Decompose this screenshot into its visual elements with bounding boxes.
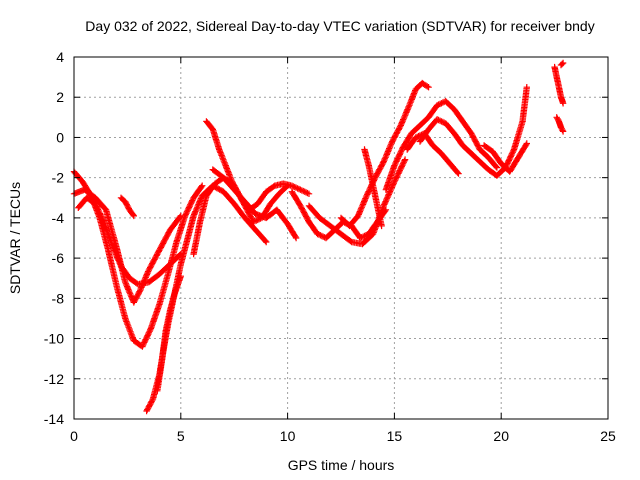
y-tick-label: 2	[56, 89, 64, 105]
series-trace-6	[154, 273, 184, 394]
y-tick-label: 4	[56, 49, 64, 65]
series-trace-17	[480, 140, 530, 175]
plot-frame	[73, 56, 609, 420]
series-markers	[557, 59, 567, 69]
series-markers	[154, 273, 184, 394]
series-markers	[551, 63, 567, 107]
series-markers	[480, 140, 530, 175]
series-trace-4	[117, 194, 137, 220]
x-tick-label: 0	[70, 428, 78, 444]
series-markers	[117, 194, 137, 220]
x-tick-labels: 0 5 10 15 20 25	[70, 428, 616, 444]
x-tick-label: 10	[280, 428, 296, 444]
series-markers	[305, 156, 409, 248]
series-trace-11	[305, 156, 409, 248]
y-tick-labels: -14 -12 -10 -8 -6 -4 -2 0 2 4	[44, 49, 64, 427]
y-tick-label: -8	[52, 290, 65, 306]
series-markers	[361, 146, 385, 230]
series-markers	[416, 84, 530, 179]
series-markers	[382, 98, 501, 193]
y-tick-label: -6	[52, 250, 65, 266]
chart-title: Day 032 of 2022, Sidereal Day-to-day VTE…	[85, 18, 594, 34]
y-tick-label: -14	[44, 411, 64, 427]
axis-ticks	[73, 56, 609, 420]
x-tick-label: 20	[493, 428, 509, 444]
series-trace-9	[209, 166, 300, 242]
series-trace-13	[361, 146, 385, 230]
series-trace-19	[553, 114, 567, 135]
series-trace-14	[382, 98, 501, 193]
x-tick-label: 25	[600, 428, 616, 444]
series-trace-3	[75, 194, 184, 288]
series-trace-18	[551, 63, 567, 107]
y-tick-label: -10	[44, 331, 64, 347]
y-tick-label: -4	[52, 210, 65, 226]
series-markers	[209, 166, 300, 242]
x-tick-label: 5	[177, 428, 185, 444]
series-markers	[75, 194, 184, 288]
series-trace-16	[416, 84, 530, 179]
y-tick-label: -2	[52, 170, 65, 186]
y-tick-label: 0	[56, 129, 64, 145]
x-axis-label: GPS time / hours	[288, 457, 395, 473]
y-axis-label: SDTVAR / TECUs	[7, 182, 23, 294]
series-trace-20	[557, 59, 567, 69]
y-tick-label: -12	[44, 371, 64, 387]
x-tick-label: 15	[387, 428, 403, 444]
series-markers	[553, 114, 567, 135]
